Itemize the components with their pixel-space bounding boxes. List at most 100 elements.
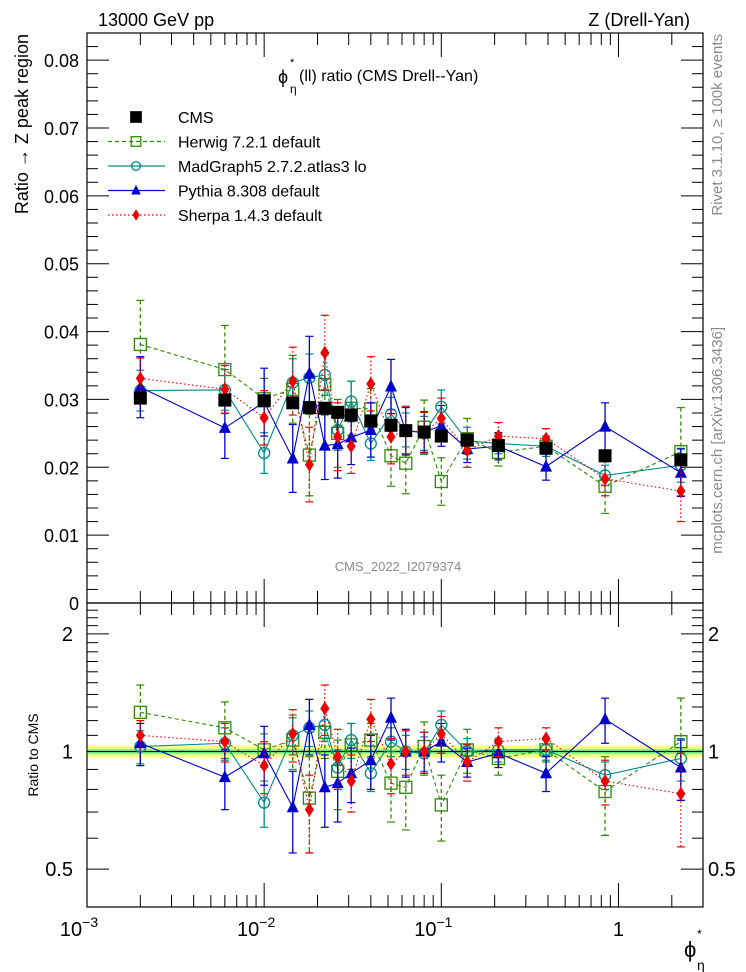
data-point [399,456,413,470]
data-point [384,418,398,432]
ratio-marker [135,728,145,743]
data-point [385,379,398,392]
legend-label: Sherpa 1.4.3 default [178,208,323,225]
ratio-marker [599,712,612,725]
data-point [286,451,299,464]
x-tick-label: 10−3 [60,914,98,941]
xlabel-sup: * [697,927,702,941]
data-point [218,393,232,407]
data-point [434,474,448,489]
main-ylabel: Ratio → Z peak region [12,34,32,214]
title-sub: η [290,82,297,96]
ratio-marker [220,734,230,749]
legend-item: CMS [130,110,214,127]
y-tick-label: 0.08 [44,51,79,71]
ratio-series-herwig [133,684,688,854]
ratio-marker [304,802,314,817]
ratio-line [140,724,681,804]
legend-label: Pythia 8.308 default [178,184,320,201]
y-tick-label: 0.03 [44,390,79,410]
legend-marker [130,111,142,123]
ratio-line [140,708,681,810]
data-point [135,371,145,386]
data-point [303,366,316,379]
ratio-marker [434,798,448,812]
ratio-marker [401,744,411,759]
ratio-marker [384,776,398,790]
data-point [304,457,314,472]
data-point [417,425,431,439]
data-point [386,429,396,444]
data-point [676,484,686,499]
data-point [598,449,612,463]
legend-label: CMS [178,110,214,127]
ratio-marker [366,712,376,727]
data-point [286,396,300,410]
data-point [364,414,378,428]
ratio-marker [540,766,553,779]
ratio-marker [493,734,503,749]
series-line [140,343,682,487]
data-point [491,439,505,453]
legend: CMS Herwig 7.2.1 default MadGraph5 2.7.2.a… [108,110,367,225]
ratio-marker [258,746,271,759]
xlabel-phi: ϕ [684,937,696,962]
data-point [674,465,687,478]
x-tick-label: 10−2 [237,914,275,941]
data-point [133,391,147,405]
ratio-line [140,711,682,807]
data-point [346,439,356,454]
data-point [436,411,446,426]
data-point [674,453,688,467]
ratio-series-group [133,684,688,854]
ratio-marker [364,753,377,766]
legend-label: MadGraph5 2.7.2.atlas3 lo [178,159,367,176]
ratio-marker [436,726,446,741]
ratio-marker [462,755,472,770]
energy-label: 13000 GeV pp [98,10,214,30]
ratio-marker [541,731,551,746]
series-line [140,374,681,476]
data-point [540,459,553,472]
main-plot-frame: 0 0.01 0.02 0.03 0.04 0.05 0.06 0.07 0.08 [44,32,704,614]
data-point [333,429,343,444]
ratio-marker [386,756,396,771]
main-title: ϕ * η (ll) ratio (CMS Drell--Yan) [278,57,478,96]
data-point [460,433,474,447]
analysis-id: CMS_2022_I2079374 [335,559,462,574]
y-tick-label: 0.02 [44,458,79,478]
ratio-marker [676,786,686,801]
ratio-marker [218,770,231,783]
data-point [434,429,448,443]
mcplots-credit: mcplots.cern.ch [arXiv:1306.3436] [709,327,726,554]
x-axis-label: ϕ * η [684,927,705,972]
data-point [331,405,345,419]
data-point [133,337,147,352]
main-series-group [133,299,688,523]
ratio-y-tick-label-right: 1 [708,742,719,764]
ratio-y-tick-label-left: 0.5 [45,859,73,881]
ratio-marker [600,774,610,789]
xlabel-sub: η [697,957,705,972]
series-sherpa [135,314,686,523]
rivet-version-label: Rivet 3.1.10, ≥ 100k events [709,34,726,216]
series-pythia [134,335,687,498]
y-tick-label: 0.01 [44,526,79,546]
ratio-marker [286,800,299,813]
y-tick-label: 0.05 [44,255,79,275]
ratio-marker [320,701,330,716]
ratio-marker [288,726,298,741]
data-point [318,401,332,415]
legend-item: MadGraph5 2.7.2.atlas3 lo [108,159,367,176]
ratio-y-tick-label-left: 2 [62,624,73,646]
ratio-series-sherpa [135,684,686,854]
ratio-line [140,716,682,809]
data-point [364,422,377,435]
legend-marker [130,160,142,172]
ratio-marker [303,717,316,730]
data-point [366,376,376,391]
ratio-ylabel: Ratio to CMS [25,713,41,796]
data-point [257,394,271,408]
data-point [259,410,269,425]
